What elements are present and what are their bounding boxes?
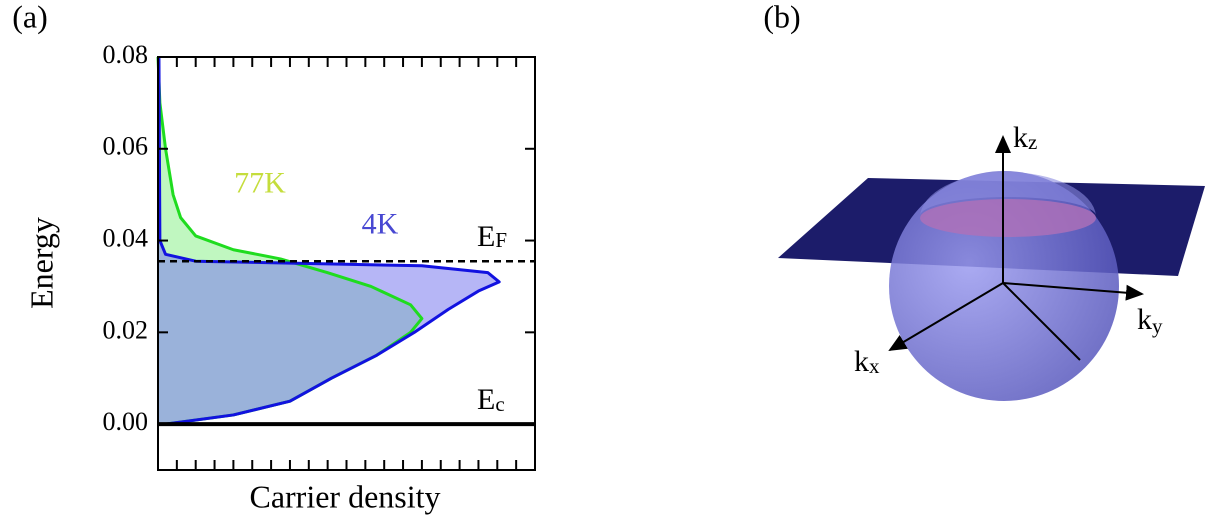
axis-label: kz bbox=[1013, 121, 1037, 154]
axis-label-main: k bbox=[854, 345, 869, 378]
panel-label: (b) bbox=[763, 0, 800, 34]
axis-label: kx bbox=[854, 345, 880, 378]
level-label-main: E bbox=[477, 383, 495, 416]
figure: 0.000.020.040.060.0877K4KEFEc (a) Energy… bbox=[0, 0, 1218, 524]
level-label: EF bbox=[477, 220, 507, 253]
axis-label: ky bbox=[1137, 303, 1163, 338]
y-axis-title: Energy bbox=[23, 217, 59, 309]
axis-label-sub: x bbox=[869, 354, 880, 378]
series-label: 4K bbox=[362, 208, 399, 241]
y-tick-label: 0.00 bbox=[103, 407, 149, 436]
level-label-sub: c bbox=[495, 392, 504, 416]
y-tick-label: 0.06 bbox=[103, 132, 149, 161]
panel-b: (b) kz ky kx bbox=[763, 0, 1205, 401]
panel-label: (a) bbox=[12, 0, 48, 34]
sphere-cap bbox=[920, 199, 1096, 237]
x-axis-title: Carrier density bbox=[249, 478, 440, 514]
axis-label-main: k bbox=[1013, 121, 1028, 154]
axis-label-sub: z bbox=[1028, 130, 1037, 154]
y-tick-label: 0.02 bbox=[103, 315, 149, 344]
y-tick-label: 0.08 bbox=[103, 40, 149, 69]
axis-label-main: k bbox=[1137, 303, 1152, 336]
level-label-main: E bbox=[477, 220, 495, 253]
y-tick-label: 0.04 bbox=[103, 224, 149, 253]
series-label: 77K bbox=[234, 166, 286, 199]
axis-label-sub: y bbox=[1152, 314, 1163, 338]
level-label-sub: F bbox=[495, 228, 507, 252]
level-label: Ec bbox=[477, 383, 505, 416]
